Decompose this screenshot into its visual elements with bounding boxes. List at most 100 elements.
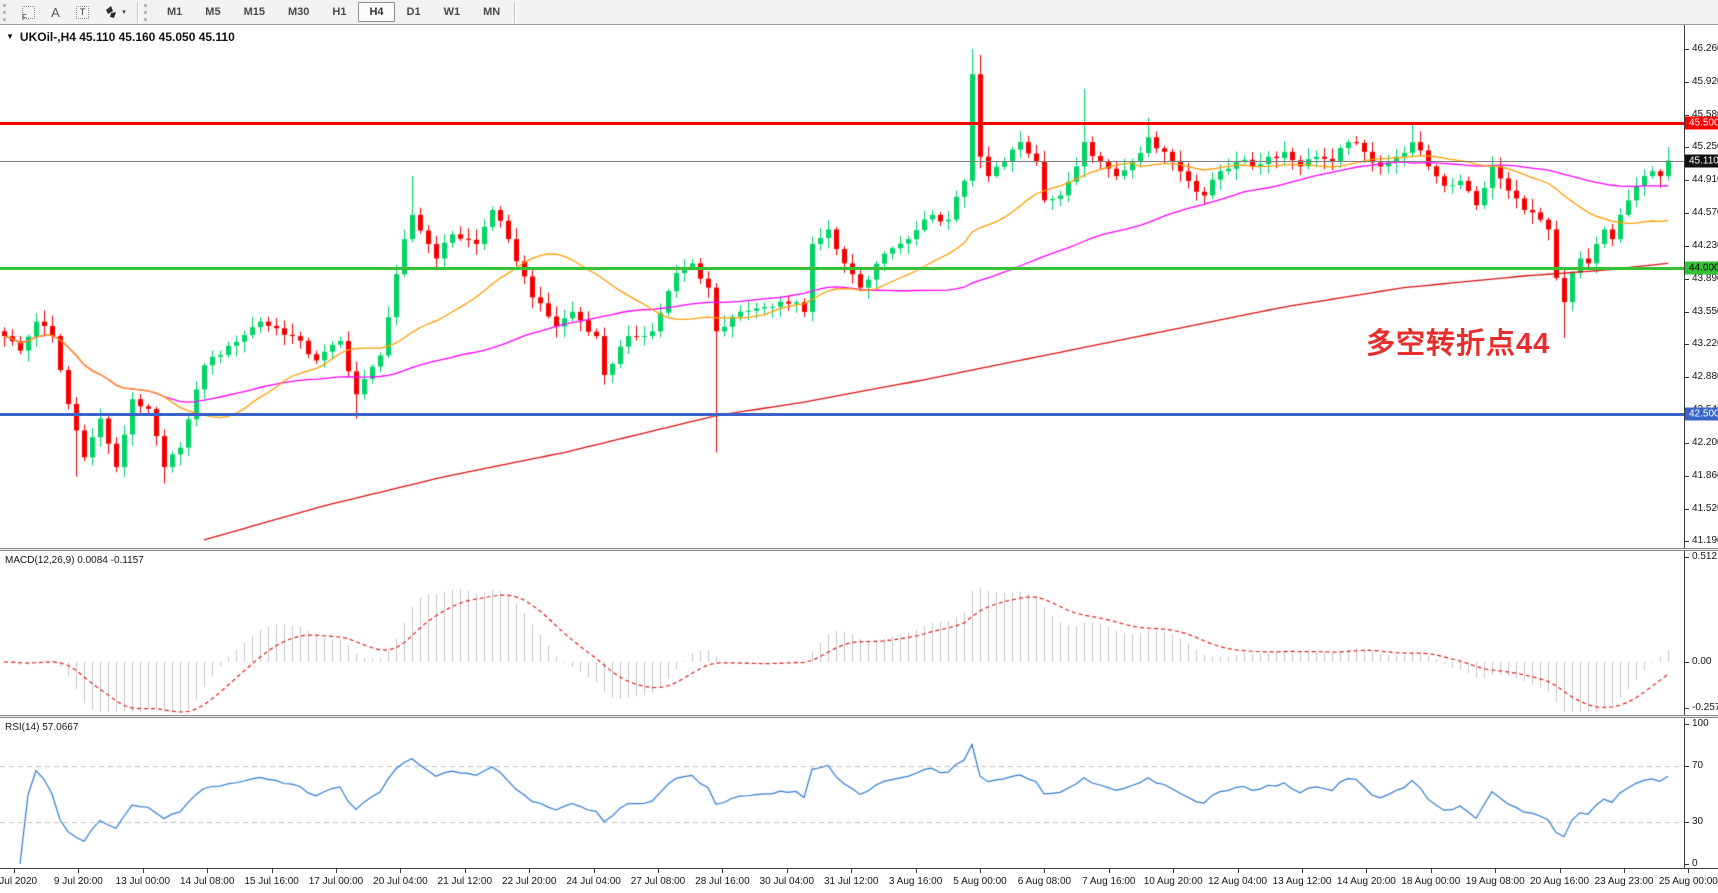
price-axis-label: 41.190 xyxy=(1685,535,1718,546)
time-axis-label: 19 Aug 08:00 xyxy=(1465,876,1525,887)
price-axis-label: 43.220 xyxy=(1685,338,1718,349)
time-axis-tick xyxy=(1108,869,1110,873)
cursor-tools-icon xyxy=(106,5,117,18)
rsi-axis-label: 100 xyxy=(1685,719,1709,729)
time-axis-label: 14 Jul 08:00 xyxy=(179,876,235,887)
time-axis-label: 8 Jul 2020 xyxy=(0,876,38,887)
price-axis-label: 42.880 xyxy=(1685,371,1718,382)
time-axis-tick xyxy=(1366,869,1368,873)
rsi-axis-label: 0 xyxy=(1685,859,1698,869)
text-label-button[interactable]: A xyxy=(42,2,69,23)
text-box-button[interactable]: T xyxy=(69,2,96,23)
rsi-axis-label: 70 xyxy=(1685,761,1703,771)
time-axis-tick xyxy=(400,869,402,873)
rsi-panel: RSI(14) 57.0667 100 70 30 0 xyxy=(0,718,1718,869)
support-price-tag: 42.500 xyxy=(1685,407,1718,421)
time-axis-tick xyxy=(529,869,531,873)
time-axis-tick xyxy=(851,869,853,873)
chevron-down-icon: ▾ xyxy=(122,9,126,16)
time-axis-label: 20 Aug 16:00 xyxy=(1530,876,1590,887)
time-axis-label: 22 Jul 20:00 xyxy=(501,876,557,887)
price-axis-label: 41.860 xyxy=(1685,470,1718,481)
main-chart-plot[interactable]: ▼ UKOil-,H4 45.110 45.160 45.050 45.110 … xyxy=(0,25,1684,548)
macd-plot[interactable]: MACD(12,26,9) 0.0084 -0.1157 xyxy=(0,551,1684,715)
rsi-canvas[interactable] xyxy=(0,718,1684,868)
time-axis-tick xyxy=(207,869,209,873)
timeframe-button-m30[interactable]: M30 xyxy=(277,2,320,22)
candlestick-canvas[interactable] xyxy=(0,25,1684,548)
pivot-price-tag: 44.000 xyxy=(1685,261,1718,275)
price-axis-label: 43.550 xyxy=(1685,306,1718,317)
toolbar-gripper[interactable] xyxy=(144,3,152,21)
macd-axis-label: -0.2578 xyxy=(1685,703,1718,713)
text-label-icon: A xyxy=(51,4,60,20)
macd-axis-label: 0.00 xyxy=(1685,657,1711,667)
timeframe-button-h4[interactable]: H4 xyxy=(358,2,395,22)
time-axis-label: 25 Aug 00:00 xyxy=(1658,876,1718,887)
time-axis-label: 21 Jul 12:00 xyxy=(437,876,493,887)
chart-shift-icon: F xyxy=(22,5,35,21)
resistance-price-tag: 45.500 xyxy=(1685,116,1718,130)
timeframe-button-w1[interactable]: W1 xyxy=(433,2,472,22)
time-axis-label: 7 Aug 16:00 xyxy=(1082,876,1136,887)
time-axis-label: 23 Aug 23:00 xyxy=(1594,876,1654,887)
time-axis-label: 5 Aug 00:00 xyxy=(953,876,1007,887)
time-axis-label: 20 Jul 04:00 xyxy=(373,876,428,887)
timeframe-button-d1[interactable]: D1 xyxy=(396,2,432,22)
support-line-42500 xyxy=(0,412,1684,416)
time-axis-tick xyxy=(658,869,659,873)
symbol-dropdown-icon[interactable]: ▼ xyxy=(6,32,14,41)
timeframe-button-m1[interactable]: M1 xyxy=(156,2,193,22)
time-axis-tick xyxy=(78,869,80,873)
timeframe-button-mn[interactable]: MN xyxy=(472,2,511,22)
toolbar-separator xyxy=(137,1,138,23)
time-axis-label: 17 Jul 00:00 xyxy=(308,876,364,887)
price-axis-label: 44.570 xyxy=(1685,207,1718,218)
time-axis-tick xyxy=(1430,869,1432,873)
price-axis-label: 43.890 xyxy=(1685,273,1718,284)
time-axis-label: 6 Aug 08:00 xyxy=(1017,876,1072,887)
macd-canvas[interactable] xyxy=(0,551,1684,715)
rsi-label: RSI(14) 57.0667 xyxy=(5,722,79,733)
toolbar: F A T ▾ M1 M5 M15 M30 H1 H4 D1 W1 MN xyxy=(0,0,1718,25)
rsi-axis: 100 70 30 0 xyxy=(1684,718,1718,869)
time-axis-label: 24 Jul 04:00 xyxy=(566,876,621,887)
chart-shift-button[interactable]: F xyxy=(15,2,42,23)
timeframe-button-m15[interactable]: M15 xyxy=(233,2,276,22)
chart-title: ▼ UKOil-,H4 45.110 45.160 45.050 45.110 xyxy=(6,30,235,44)
time-axis-tick xyxy=(1044,869,1046,873)
chart-annotation-text: 多空转折点44 xyxy=(1366,328,1551,360)
price-axis-label: 41.520 xyxy=(1685,503,1718,514)
cursor-tools-button[interactable]: ▾ xyxy=(96,2,134,23)
rsi-value: 57.0667 xyxy=(42,722,79,733)
panel-splitter[interactable] xyxy=(0,548,1718,551)
resistance-line-45500 xyxy=(0,121,1684,125)
rsi-axis-label: 30 xyxy=(1685,817,1703,827)
time-axis-label: 3 Aug 16:00 xyxy=(888,876,943,887)
time-axis-label: 13 Jul 00:00 xyxy=(115,876,171,887)
macd-label: MACD(12,26,9) 0.0084 -0.1157 xyxy=(5,555,144,566)
main-chart-panel: ▼ UKOil-,H4 45.110 45.160 45.050 45.110 … xyxy=(0,25,1718,548)
time-axis-label: 14 Aug 20:00 xyxy=(1336,876,1396,887)
price-axis-label: 42.200 xyxy=(1685,437,1718,448)
time-axis-tick xyxy=(1237,869,1239,873)
time-axis-tick xyxy=(722,869,724,873)
time-axis-label: 27 Jul 08:00 xyxy=(630,876,686,887)
timeframe-button-group: M1 M5 M15 M30 H1 H4 D1 W1 MN xyxy=(156,2,511,22)
time-axis-tick xyxy=(1173,869,1175,873)
timeframe-button-m5[interactable]: M5 xyxy=(194,2,231,22)
rsi-plot[interactable]: RSI(14) 57.0667 xyxy=(0,718,1684,868)
time-axis-tick xyxy=(980,869,981,873)
macd-axis-label: 0.5121 xyxy=(1685,552,1718,562)
time-axis-label: 12 Aug 04:00 xyxy=(1208,876,1268,887)
toolbar-gripper[interactable] xyxy=(3,3,11,21)
timeframe-button-h1[interactable]: H1 xyxy=(321,2,357,22)
panel-splitter[interactable] xyxy=(0,715,1718,718)
current-price-line-45110 xyxy=(0,160,1684,162)
time-axis-label: 13 Aug 12:00 xyxy=(1272,876,1332,887)
time-axis-label: 9 Jul 20:00 xyxy=(53,876,103,887)
time-axis-label: 30 Jul 04:00 xyxy=(759,876,815,887)
time-axis-label: 28 Jul 16:00 xyxy=(695,876,750,887)
text-box-icon: T xyxy=(76,5,89,19)
